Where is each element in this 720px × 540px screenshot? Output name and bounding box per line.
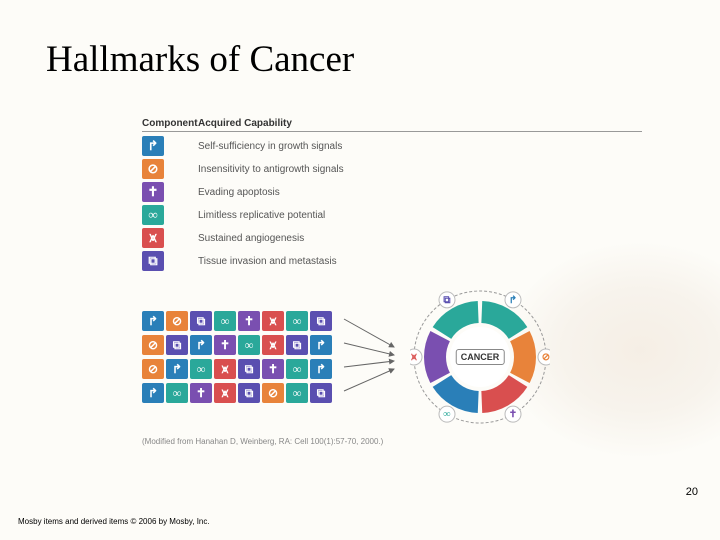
table-row: ⧉ Tissue invasion and metastasis xyxy=(142,251,642,271)
table-row: ✝ Evading apoptosis xyxy=(142,182,642,202)
sequence-icon: ⧉ xyxy=(286,335,308,355)
capability-text: Tissue invasion and metastasis xyxy=(198,256,337,267)
table-row: ↱ Self-sufficiency in growth signals xyxy=(142,136,642,156)
table-row: ⊘ Insensitivity to antigrowth signals xyxy=(142,159,642,179)
sequence-icon: ∞ xyxy=(214,311,236,331)
sequence-rows: ↱⊘⧉∞✝⩙∞⧉⊘⧉↱✝∞⩙⧉↱⊘↱∞⩙⧉✝∞↱↱∞✝⩙⧉⊘∞⧉ xyxy=(142,311,332,403)
sequence-icon: ∞ xyxy=(286,359,308,379)
sequence-icon: ⩙ xyxy=(214,383,236,403)
sequence-icon: ✝ xyxy=(190,383,212,403)
sequence-icon: ⧉ xyxy=(310,311,332,331)
svg-text:✝: ✝ xyxy=(509,409,517,420)
sequence-icon: ⊘ xyxy=(142,335,164,355)
capability-text: Evading apoptosis xyxy=(198,187,280,198)
component-icon: ⧉ xyxy=(142,251,164,271)
page-title: Hallmarks of Cancer xyxy=(46,38,354,81)
component-icon: ↱ xyxy=(142,136,164,156)
capability-text: Insensitivity to antigrowth signals xyxy=(198,164,344,175)
sequence-icon: ↱ xyxy=(310,335,332,355)
figure-area: Component Acquired Capability ↱ Self-suff… xyxy=(142,118,642,446)
sequence-icon: ⧉ xyxy=(238,383,260,403)
sequence-icon: ⊘ xyxy=(262,383,284,403)
table-header: Component Acquired Capability xyxy=(142,118,642,132)
sequence-icon: ∞ xyxy=(286,311,308,331)
sequence-icon: ↱ xyxy=(310,359,332,379)
sequence-icon: ⩙ xyxy=(262,311,284,331)
sequence-icon: ⩙ xyxy=(262,335,284,355)
sequence-icon: ⧉ xyxy=(238,359,260,379)
sequence-icon: ↱ xyxy=(190,335,212,355)
component-icon: ∞ xyxy=(142,205,164,225)
capability-text: Sustained angiogenesis xyxy=(198,233,304,244)
circle-diagram: ↱ ⊘ ✝ ∞ ⩙ ⧉ CANCER xyxy=(410,287,550,427)
table-row: ⩙ Sustained angiogenesis xyxy=(142,228,642,248)
header-component: Component xyxy=(142,118,198,129)
svg-text:⩙: ⩙ xyxy=(410,352,417,363)
sequence-icon: ⧉ xyxy=(190,311,212,331)
component-icon: ⩙ xyxy=(142,228,164,248)
sequence-icon: ⊘ xyxy=(142,359,164,379)
sequence-icon: ⧉ xyxy=(166,335,188,355)
cancer-label: CANCER xyxy=(456,349,505,365)
sequence-icon: ↱ xyxy=(166,359,188,379)
sequence-icon: ∞ xyxy=(286,383,308,403)
svg-text:↱: ↱ xyxy=(509,295,517,306)
sequence-icon: ↱ xyxy=(142,311,164,331)
sequence-icon: ⩙ xyxy=(214,359,236,379)
sequence-icon: ∞ xyxy=(190,359,212,379)
table-row: ∞ Limitless replicative potential xyxy=(142,205,642,225)
sequences-area: ↱⊘⧉∞✝⩙∞⧉⊘⧉↱✝∞⩙⧉↱⊘↱∞⩙⧉✝∞↱↱∞✝⩙⧉⊘∞⧉ ↱⊘✝∞⩙⧉ … xyxy=(142,287,642,427)
sequence-icon: ✝ xyxy=(238,311,260,331)
svg-text:⧉: ⧉ xyxy=(443,295,450,306)
sequence-icon: ∞ xyxy=(166,383,188,403)
sequence-row: ↱⊘⧉∞✝⩙∞⧉ xyxy=(142,311,332,331)
header-capability: Acquired Capability xyxy=(198,118,642,129)
sequence-icon: ↱ xyxy=(142,383,164,403)
sequence-icon: ⊘ xyxy=(166,311,188,331)
svg-text:∞: ∞ xyxy=(443,409,450,420)
table-rows: ↱ Self-sufficiency in growth signals ⊘ Inse… xyxy=(142,136,642,271)
component-icon: ⊘ xyxy=(142,159,164,179)
component-icon: ✝ xyxy=(142,182,164,202)
sequence-row: ⊘↱∞⩙⧉✝∞↱ xyxy=(142,359,332,379)
copyright: Mosby items and derived items © 2006 by … xyxy=(18,517,210,526)
capability-text: Limitless replicative potential xyxy=(198,210,325,221)
citation: (Modified from Hanahan D, Weinberg, RA: … xyxy=(142,437,642,446)
sequence-icon: ∞ xyxy=(238,335,260,355)
sequence-row: ↱∞✝⩙⧉⊘∞⧉ xyxy=(142,383,332,403)
arrows xyxy=(340,307,400,407)
sequence-icon: ✝ xyxy=(262,359,284,379)
svg-text:⊘: ⊘ xyxy=(542,352,550,363)
capability-text: Self-sufficiency in growth signals xyxy=(198,141,342,152)
sequence-icon: ⧉ xyxy=(310,383,332,403)
sequence-icon: ✝ xyxy=(214,335,236,355)
sequence-row: ⊘⧉↱✝∞⩙⧉↱ xyxy=(142,335,332,355)
page-number: 20 xyxy=(686,486,698,498)
